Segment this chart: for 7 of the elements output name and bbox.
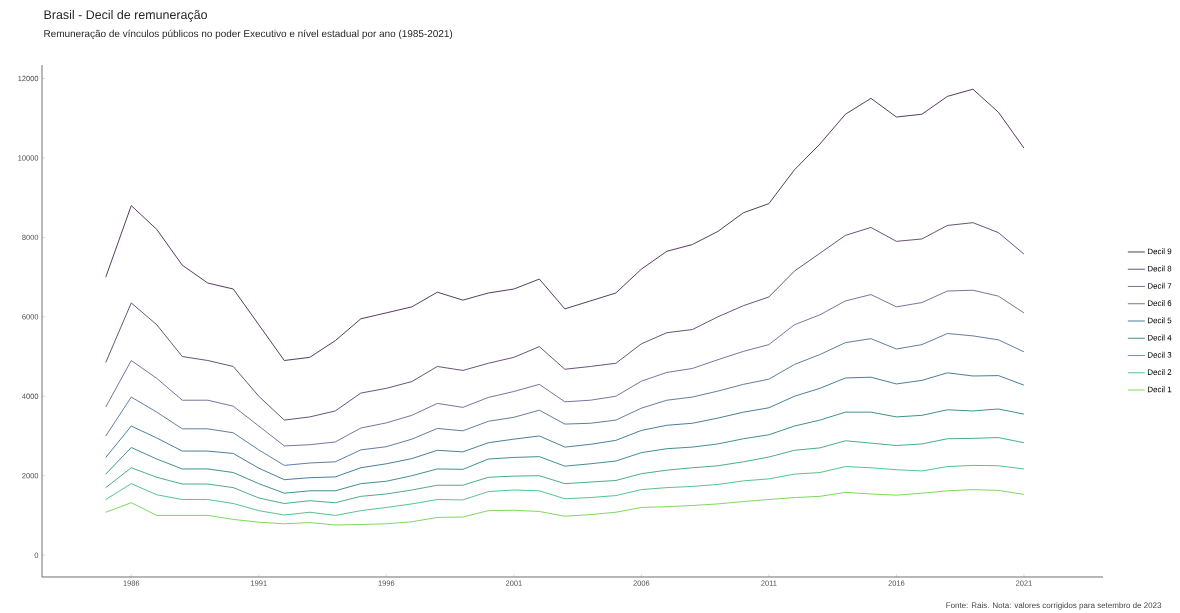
line-series — [105, 464, 1025, 516]
chart-title: Brasil - Decil de remuneração — [44, 9, 208, 22]
line-series — [105, 333, 1025, 466]
line-series — [105, 222, 1025, 421]
chart-subtitle: Remuneração de vínculos públicos no poder Executivo e nível estadual por ano (1985-2021) — [44, 29, 453, 40]
line-series — [105, 408, 1025, 494]
line-series — [105, 372, 1025, 481]
